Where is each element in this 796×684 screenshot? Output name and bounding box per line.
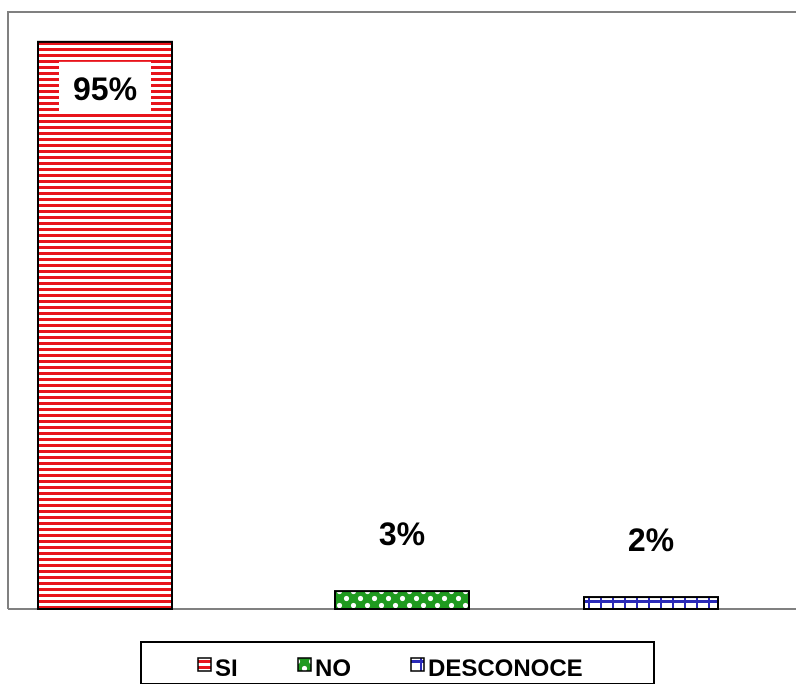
- bar-si: [37, 40, 173, 611]
- legend-swatch-desconoce: [410, 657, 425, 672]
- legend-entry-si: SI: [197, 655, 238, 682]
- legend-entry-no: NO: [297, 655, 351, 682]
- legend-label-si: SI: [215, 655, 238, 682]
- plot-area-border: [7, 11, 796, 609]
- data-labels-layer: 95% 3% 2%: [59, 61, 674, 558]
- legend-swatch-no: [297, 657, 312, 672]
- data-label-background-si: [59, 61, 151, 114]
- bars-layer: [37, 40, 719, 611]
- bar-desconoce: [583, 596, 719, 610]
- legend: SI NO DESCONOCE: [140, 641, 655, 684]
- data-label-no: 3%: [379, 516, 425, 552]
- legend-swatch-si: [197, 657, 212, 672]
- legend-label-desconoce: DESCONOCE: [428, 655, 583, 682]
- data-label-desconoce: 2%: [628, 522, 674, 558]
- bar-no: [334, 590, 470, 611]
- data-label-si: 95%: [73, 71, 137, 107]
- legend-box: [140, 641, 655, 684]
- legend-label-no: NO: [315, 655, 351, 682]
- legend-entry-desconoce: DESCONOCE: [410, 655, 583, 682]
